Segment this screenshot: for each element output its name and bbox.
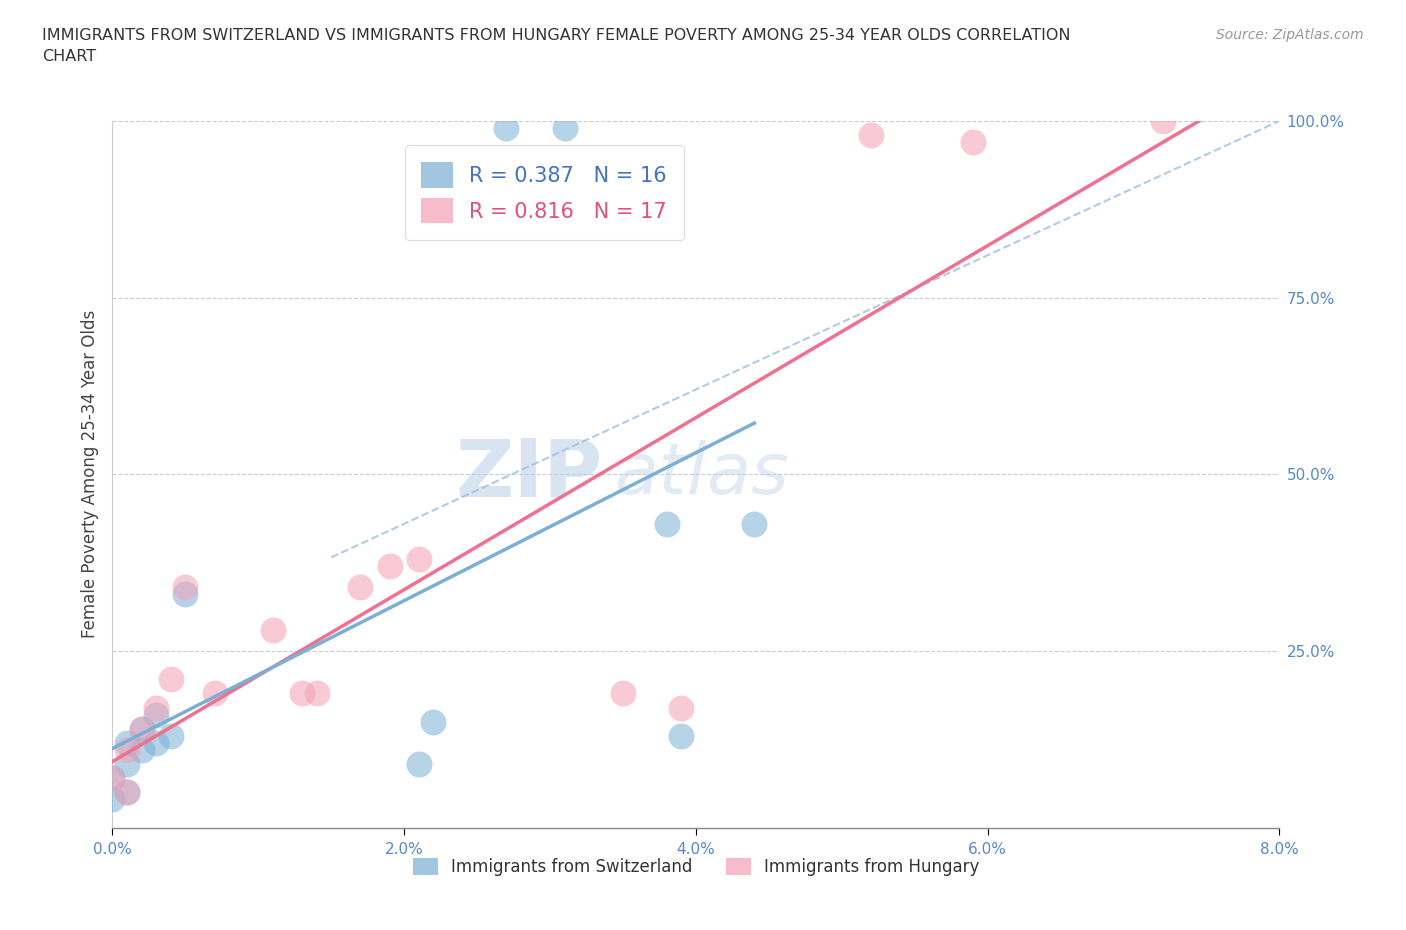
- Point: [131, 742, 153, 757]
- Text: atlas: atlas: [614, 440, 789, 509]
- Point: [495, 121, 517, 136]
- Point: [422, 714, 444, 729]
- Point: [742, 516, 765, 531]
- Point: [101, 771, 124, 786]
- Point: [101, 792, 124, 807]
- Point: [145, 736, 167, 751]
- Point: [145, 700, 167, 715]
- Point: [131, 722, 153, 737]
- Point: [962, 135, 984, 150]
- Point: [131, 722, 153, 737]
- Point: [174, 587, 197, 602]
- Point: [204, 686, 226, 701]
- Point: [378, 559, 401, 574]
- Point: [291, 686, 314, 701]
- Point: [160, 671, 183, 686]
- Point: [612, 686, 634, 701]
- Point: [115, 785, 138, 800]
- Point: [671, 728, 693, 743]
- Text: ZIP: ZIP: [456, 435, 603, 513]
- Point: [859, 127, 883, 142]
- Point: [671, 700, 693, 715]
- Point: [101, 771, 124, 786]
- Point: [160, 728, 183, 743]
- Point: [115, 785, 138, 800]
- Point: [655, 516, 678, 531]
- Point: [408, 551, 430, 566]
- Text: Source: ZipAtlas.com: Source: ZipAtlas.com: [1216, 28, 1364, 42]
- Point: [1152, 113, 1174, 128]
- Point: [554, 121, 576, 136]
- Text: IMMIGRANTS FROM SWITZERLAND VS IMMIGRANTS FROM HUNGARY FEMALE POVERTY AMONG 25-3: IMMIGRANTS FROM SWITZERLAND VS IMMIGRANT…: [42, 28, 1071, 64]
- Point: [145, 707, 167, 722]
- Legend: Immigrants from Switzerland, Immigrants from Hungary: Immigrants from Switzerland, Immigrants …: [406, 852, 986, 883]
- Point: [262, 622, 284, 637]
- Point: [349, 580, 371, 595]
- Y-axis label: Female Poverty Among 25-34 Year Olds: Female Poverty Among 25-34 Year Olds: [80, 311, 98, 638]
- Point: [305, 686, 328, 701]
- Point: [115, 736, 138, 751]
- Point: [408, 757, 430, 772]
- Point: [115, 757, 138, 772]
- Point: [174, 580, 197, 595]
- Point: [115, 742, 138, 757]
